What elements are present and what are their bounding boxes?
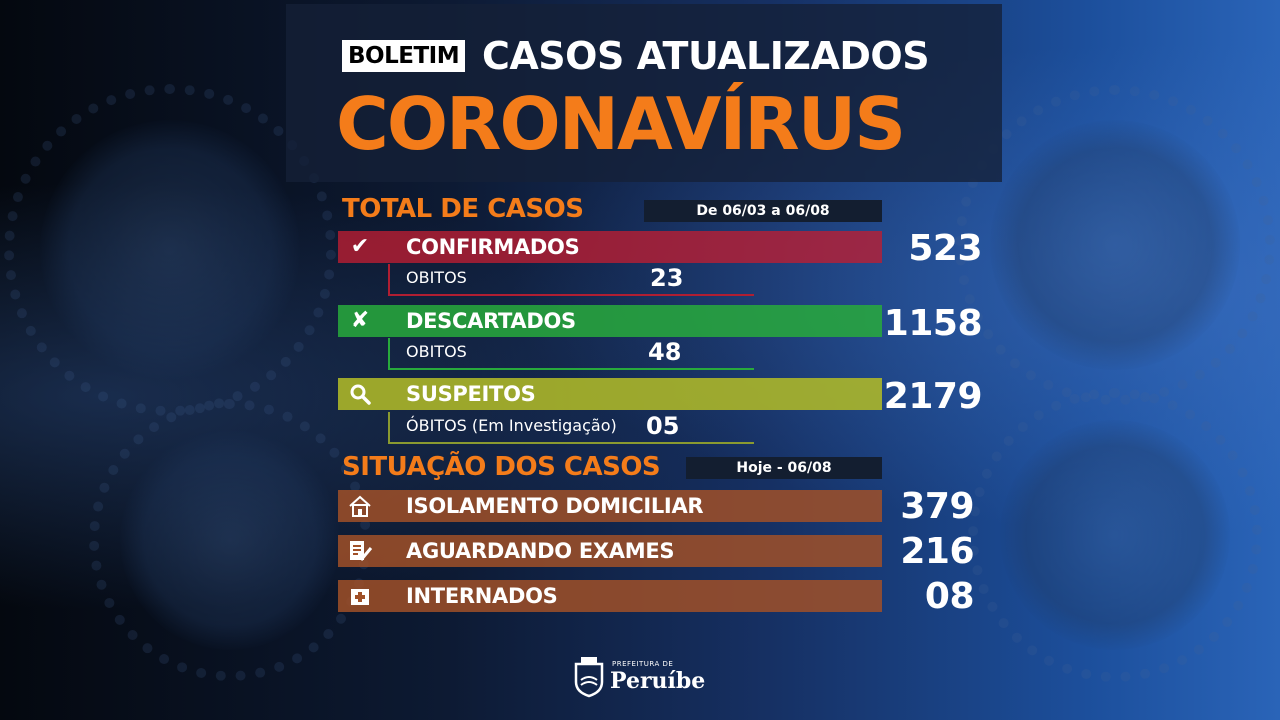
internados-label: INTERNADOS [406, 584, 558, 608]
internados-bar: INTERNADOS [338, 580, 882, 612]
isolamento-label: ISOLAMENTO DOMICILIAR [406, 494, 704, 518]
x-icon: ✘ [350, 308, 370, 333]
virus-illustration-bottom-left [89, 399, 371, 681]
hospital-icon [344, 580, 376, 612]
suspeitos-obitos-label: ÓBITOS (Em Investigação) [406, 416, 617, 435]
suspeitos-value: 2179 [883, 376, 983, 417]
virus-illustration-bottom-right [967, 387, 1263, 683]
row-underline [388, 368, 754, 370]
house-icon [344, 490, 376, 522]
confirmados-bar: ✔ CONFIRMADOS [338, 231, 882, 263]
confirmados-label: CONFIRMADOS [406, 235, 580, 259]
row-frame [388, 412, 390, 444]
row-frame [388, 264, 390, 296]
period-chip: De 06/03 a 06/08 [644, 200, 882, 222]
aguardando-value: 216 [900, 531, 974, 572]
isolamento-value: 379 [900, 486, 974, 527]
internados-value: 08 [924, 576, 975, 617]
boletim-badge: BOLETIM [342, 40, 466, 72]
suspeitos-label: SUSPEITOS [406, 382, 536, 406]
virus-illustration-right [955, 85, 1275, 405]
confirmados-value: 523 [908, 228, 982, 269]
descartados-obitos-row: OBITOS 48 [388, 338, 754, 370]
page-title: CORONAVÍRUS [336, 82, 906, 166]
prefeitura-logo: PREFEITURA DE Peruíbe [572, 654, 722, 700]
confirmados-obitos-value: 23 [650, 264, 684, 292]
suspeitos-obitos-value: 05 [646, 412, 680, 440]
descartados-label: DESCARTADOS [406, 309, 576, 333]
descartados-obitos-value: 48 [648, 338, 682, 366]
row-frame [388, 338, 390, 370]
isolamento-bar: ISOLAMENTO DOMICILIAR [338, 490, 882, 522]
logo-name: Peruíbe [610, 668, 706, 694]
shield-icon [574, 657, 604, 698]
subtitle: CASOS ATUALIZADOS [482, 34, 930, 78]
search-icon [344, 378, 376, 410]
situacao-section-title: SITUAÇÃO DOS CASOS [342, 452, 661, 482]
document-pen-icon [344, 535, 376, 567]
descartados-bar: ✘ DESCARTADOS [338, 305, 882, 337]
logo-small-text: PREFEITURA DE [612, 660, 674, 668]
header-panel [286, 4, 1002, 182]
suspeitos-obitos-row: ÓBITOS (Em Investigação) 05 [388, 412, 754, 444]
suspeitos-bar: SUSPEITOS [338, 378, 882, 410]
aguardando-bar: AGUARDANDO EXAMES [338, 535, 882, 567]
total-section-title: TOTAL DE CASOS [342, 194, 584, 224]
confirmados-obitos-label: OBITOS [406, 268, 467, 287]
check-icon: ✔ [350, 234, 370, 259]
virus-illustration-left [3, 83, 337, 417]
confirmados-obitos-row: OBITOS 23 [388, 264, 754, 296]
aguardando-label: AGUARDANDO EXAMES [406, 539, 675, 563]
today-chip: Hoje - 06/08 [686, 457, 882, 479]
descartados-value: 1158 [883, 303, 983, 344]
row-underline [388, 294, 754, 296]
descartados-obitos-label: OBITOS [406, 342, 467, 361]
row-underline [388, 442, 754, 444]
